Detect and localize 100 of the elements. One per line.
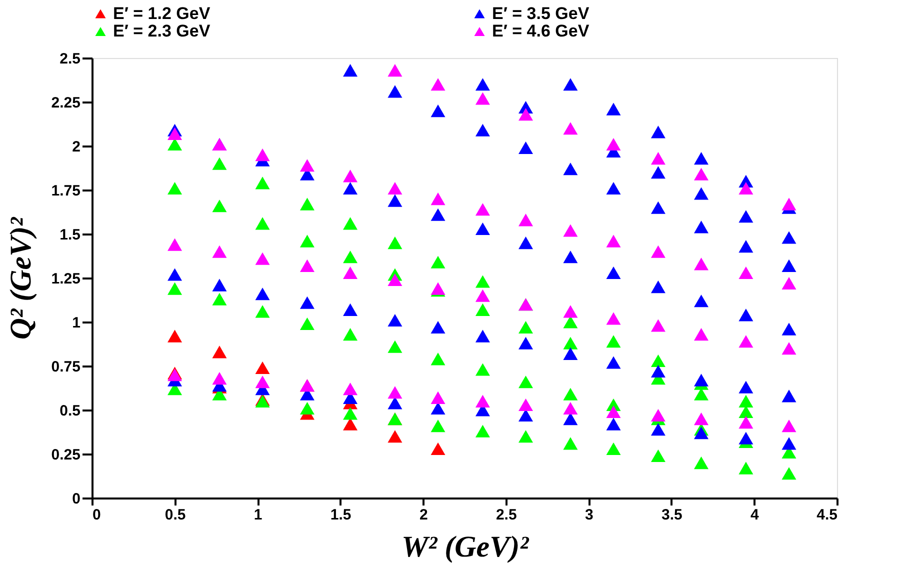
point bbox=[343, 170, 358, 182]
point bbox=[168, 182, 182, 195]
x-tick-label: 2 bbox=[419, 506, 428, 524]
point bbox=[563, 305, 578, 318]
point bbox=[343, 407, 358, 420]
point bbox=[518, 214, 533, 226]
point bbox=[738, 416, 754, 429]
point bbox=[650, 354, 666, 367]
point bbox=[650, 319, 666, 332]
point bbox=[168, 330, 182, 342]
point bbox=[518, 108, 533, 121]
point bbox=[300, 402, 314, 415]
point bbox=[388, 340, 402, 353]
point bbox=[212, 245, 227, 258]
point bbox=[168, 238, 182, 251]
x-tick-label: 1.5 bbox=[330, 506, 352, 524]
y-tick-label: 2.5 bbox=[60, 50, 80, 68]
point bbox=[782, 342, 796, 355]
point bbox=[343, 418, 358, 430]
point bbox=[430, 256, 446, 268]
x-axis-title: W² (GeV)² bbox=[401, 530, 530, 564]
point bbox=[388, 430, 402, 443]
y-tick-label: 2 bbox=[72, 138, 80, 156]
point bbox=[475, 275, 490, 288]
point bbox=[388, 236, 402, 250]
y-tick-label: 0.5 bbox=[60, 402, 80, 420]
point bbox=[388, 182, 402, 195]
point bbox=[343, 250, 358, 264]
y-tick-label: 1.25 bbox=[51, 270, 80, 288]
point bbox=[606, 442, 621, 455]
point bbox=[255, 361, 270, 374]
point bbox=[212, 292, 227, 306]
point bbox=[606, 312, 621, 325]
point bbox=[782, 467, 796, 480]
x-tick-label: 2.5 bbox=[496, 506, 517, 524]
y-tick-label: 1 bbox=[72, 314, 80, 332]
x-tick-label: 4 bbox=[750, 506, 760, 524]
y-tick-label: 2.25 bbox=[51, 94, 80, 112]
point bbox=[255, 148, 270, 162]
point bbox=[300, 234, 314, 248]
point bbox=[694, 388, 708, 400]
point bbox=[388, 386, 402, 399]
point bbox=[606, 138, 621, 151]
point bbox=[518, 376, 533, 388]
point bbox=[650, 152, 666, 165]
point bbox=[212, 372, 227, 385]
y-axis-title: Q² (GeV)² bbox=[4, 216, 38, 340]
point bbox=[782, 277, 796, 290]
point bbox=[475, 203, 490, 216]
point bbox=[650, 245, 666, 258]
point bbox=[475, 363, 490, 376]
point bbox=[255, 252, 270, 265]
point bbox=[694, 456, 708, 470]
y-tick-label: 1.5 bbox=[60, 226, 80, 244]
point bbox=[430, 78, 446, 91]
legend-label: E′ = 4.6 GeV bbox=[492, 22, 590, 40]
x-tick-label: 3.5 bbox=[662, 506, 682, 524]
point bbox=[738, 335, 754, 348]
point bbox=[694, 412, 708, 426]
point bbox=[430, 192, 446, 206]
point bbox=[738, 394, 754, 408]
point bbox=[255, 376, 270, 388]
y-tick-label: 1.75 bbox=[51, 182, 80, 200]
y-tick-label: 0.75 bbox=[51, 358, 80, 376]
x-tick-label: 0 bbox=[92, 506, 101, 524]
point bbox=[430, 391, 446, 404]
point bbox=[388, 64, 402, 77]
point bbox=[738, 266, 754, 279]
point bbox=[343, 217, 358, 230]
point bbox=[518, 430, 533, 443]
point bbox=[212, 200, 227, 212]
x-tick-label: 0.5 bbox=[164, 506, 186, 524]
x-tick-label: 1 bbox=[254, 506, 262, 524]
x-tick-label: 4.5 bbox=[816, 506, 838, 524]
point bbox=[563, 224, 578, 237]
y-tick-label: 0 bbox=[72, 490, 80, 508]
point bbox=[343, 328, 358, 341]
point bbox=[255, 176, 270, 190]
point bbox=[430, 442, 446, 455]
point bbox=[738, 462, 754, 474]
point bbox=[563, 388, 578, 400]
point bbox=[694, 328, 708, 341]
legend-label: E′ = 3.5 GeV bbox=[492, 4, 590, 23]
point bbox=[475, 303, 490, 316]
point bbox=[430, 352, 446, 366]
point bbox=[212, 157, 227, 170]
point bbox=[300, 259, 314, 272]
legend-label: E′ = 1.2 GeV bbox=[113, 4, 211, 23]
point bbox=[563, 316, 578, 328]
point bbox=[255, 217, 270, 230]
point bbox=[343, 266, 358, 279]
point bbox=[606, 335, 621, 348]
point bbox=[782, 420, 796, 432]
point bbox=[563, 336, 578, 350]
point bbox=[475, 424, 490, 438]
point bbox=[650, 409, 666, 422]
point bbox=[606, 234, 621, 248]
point bbox=[255, 305, 270, 318]
point bbox=[300, 198, 314, 210]
point bbox=[606, 405, 621, 418]
